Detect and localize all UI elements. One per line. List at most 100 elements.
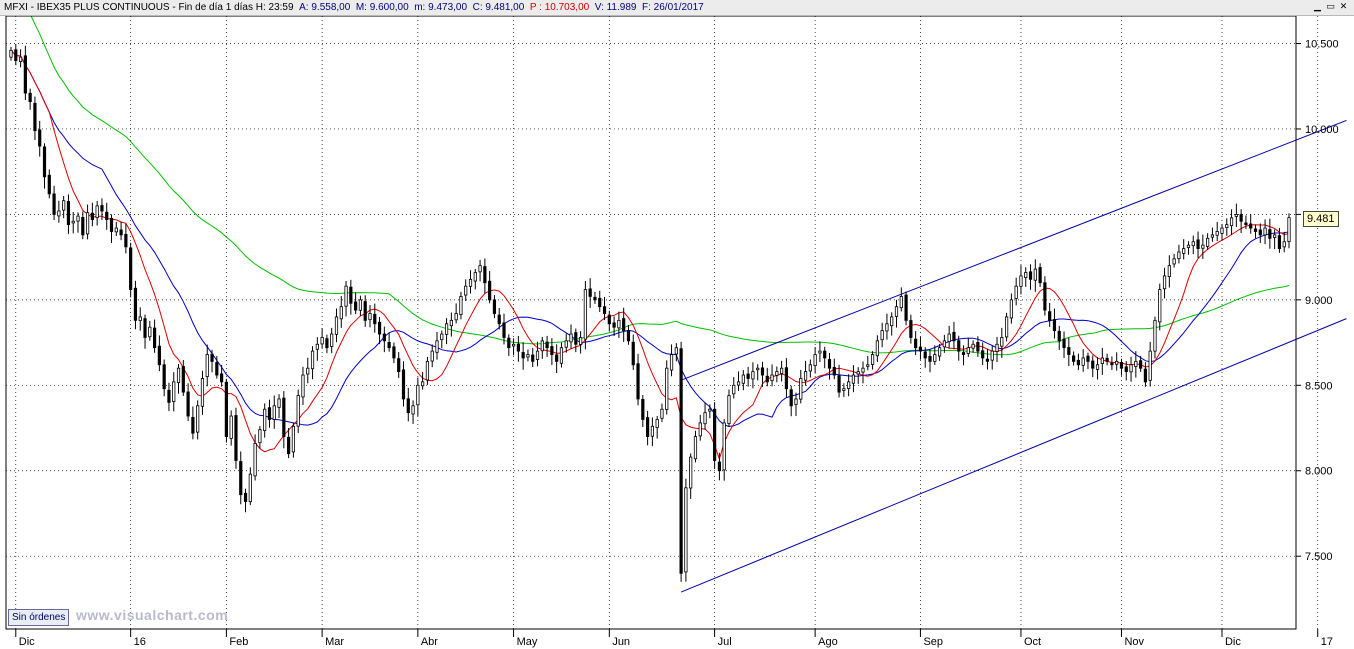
candle-body <box>90 212 94 220</box>
close-icon[interactable]: ✕ <box>1339 2 1348 12</box>
candle-body <box>1105 357 1109 362</box>
candle-body <box>397 358 401 373</box>
close-label: C: 9.481,00 <box>472 2 525 13</box>
candle-body <box>459 296 463 315</box>
candle-body <box>296 395 300 427</box>
price-chart[interactable]: 7.5008.0008.5009.0009.50010.00010.500Dic… <box>0 16 1354 649</box>
candle-body <box>157 345 161 366</box>
candle-body <box>899 296 903 309</box>
candle-body <box>569 333 573 343</box>
candle-body <box>583 289 587 340</box>
candle-body <box>1196 239 1200 249</box>
candle-body <box>1038 267 1042 284</box>
candle-body <box>387 341 391 349</box>
minimize-icon[interactable]: ▁ <box>1314 2 1321 12</box>
restore-icon[interactable]: ▭ <box>1326 2 1335 12</box>
time-label: H: 23:59 <box>255 2 294 13</box>
candle-body <box>373 313 377 325</box>
candle-body <box>119 229 123 236</box>
candle-body <box>684 487 688 573</box>
candle-body <box>1229 217 1234 227</box>
candle-body <box>1234 214 1238 217</box>
x-tick-label: Dic <box>19 636 35 648</box>
y-tick-label: 8.500 <box>1305 380 1333 392</box>
candle-body <box>516 343 520 352</box>
candle-body <box>976 341 980 352</box>
sma-fast-line <box>10 49 1290 461</box>
watermark: www.visualchart.com <box>76 607 229 623</box>
candle-body <box>985 358 990 362</box>
candle-body <box>1052 319 1057 332</box>
candle-body <box>636 363 640 400</box>
candle-body <box>665 367 669 410</box>
candle-body <box>425 360 430 381</box>
candle-body <box>435 340 439 353</box>
candle-body <box>1143 368 1148 383</box>
candle-body <box>1014 285 1018 299</box>
x-tick-label: Abr <box>421 636 438 648</box>
candle-body <box>263 408 267 431</box>
channel-line-upper <box>680 119 1347 381</box>
candle-body <box>693 436 698 460</box>
candle-body <box>1076 359 1080 366</box>
candle-body <box>377 321 382 335</box>
candle-body <box>971 343 975 349</box>
candle-body <box>775 371 779 376</box>
candle-body <box>957 340 961 352</box>
candle-body <box>540 340 544 352</box>
candle-body <box>837 375 841 393</box>
candle-body <box>416 384 420 406</box>
candle-body <box>42 146 47 178</box>
candle-body <box>339 306 343 320</box>
candle-body <box>961 352 966 355</box>
candle-body <box>234 415 238 461</box>
candle-body <box>478 265 482 273</box>
candle-body <box>507 337 511 349</box>
candle-body <box>842 388 846 391</box>
x-tick-label: Feb <box>229 636 248 648</box>
candle-body <box>1182 248 1186 254</box>
candle-body <box>143 318 147 338</box>
candle-body <box>650 425 654 437</box>
candle-body <box>1009 299 1013 319</box>
x-tick-label: Sep <box>923 636 943 648</box>
plot-frame <box>5 16 1297 630</box>
candle-body <box>607 314 611 325</box>
candle-body <box>1277 235 1282 249</box>
candle-body <box>18 56 23 63</box>
candle-body <box>172 381 176 402</box>
low-label: m: 9.473,00 <box>414 2 468 13</box>
candle-body <box>732 384 736 395</box>
candle-body <box>205 354 209 377</box>
candle-body <box>674 347 678 355</box>
candle-body <box>1253 228 1258 232</box>
x-tick-label: Mar <box>325 636 344 648</box>
candle-body <box>66 201 71 226</box>
candle-body <box>526 354 530 358</box>
candle-body <box>392 346 396 359</box>
candle-body <box>1095 364 1100 370</box>
candle-body <box>148 326 152 338</box>
candle-body <box>646 417 650 437</box>
candle-body <box>354 301 358 311</box>
candle-body <box>1019 275 1023 287</box>
candle-body <box>33 102 37 132</box>
candle-body <box>444 323 449 335</box>
candle-body <box>780 367 784 374</box>
candle-body <box>870 354 875 365</box>
candle-body <box>966 347 970 354</box>
candle-body <box>928 356 932 362</box>
grid <box>6 16 1319 629</box>
candle-body <box>430 350 434 362</box>
candle-body <box>1134 360 1138 367</box>
orders-button[interactable]: Sin órdenes <box>8 609 70 626</box>
candle-body <box>578 337 583 345</box>
candle-body <box>325 338 329 349</box>
candle-body <box>52 193 56 215</box>
candle-body <box>133 287 138 321</box>
candle-body <box>502 322 506 338</box>
open-label: A: 9.558,00 <box>299 2 351 13</box>
candle-body <box>401 369 406 400</box>
candle-body <box>933 354 937 362</box>
candle-body <box>832 366 836 376</box>
